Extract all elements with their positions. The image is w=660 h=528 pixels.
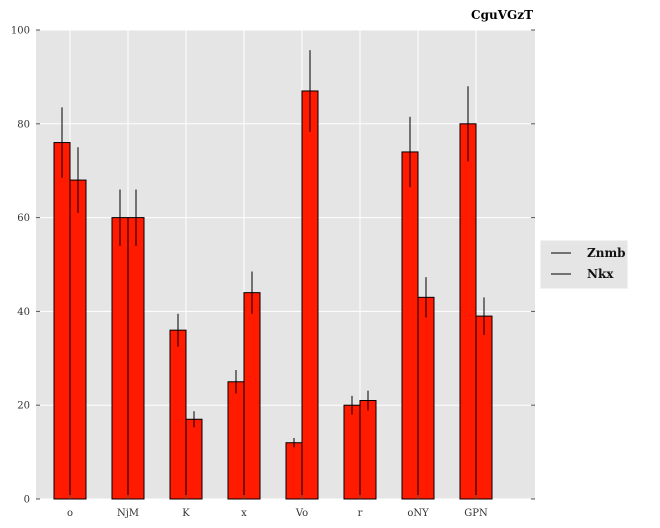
legend-label-nkx: Nkx — [587, 267, 614, 281]
bar-znmb-x — [228, 382, 244, 499]
x-tick-label: x — [241, 508, 247, 519]
y-tick-label: 40 — [17, 307, 30, 318]
bar-znmb-gpn — [460, 124, 476, 499]
bar-nkx-r — [360, 401, 376, 499]
bar-znmb-r — [344, 405, 360, 499]
bar-znmb-o — [54, 143, 70, 499]
bar-nkx-njm — [128, 218, 144, 499]
chart-title: CguVGzT — [471, 8, 533, 22]
y-tick-label: 60 — [17, 213, 30, 224]
bar-znmb-ony — [402, 152, 418, 499]
bar-nkx-o — [70, 180, 86, 499]
bar-znmb-njm — [112, 218, 128, 499]
bar-nkx-k — [186, 419, 202, 499]
bar-nkx-gpn — [476, 316, 492, 499]
legend: Znmb Nkx — [541, 241, 627, 288]
bar-nkx-x — [244, 293, 260, 499]
y-tick-label: 100 — [11, 26, 30, 37]
x-tick-label: K — [182, 508, 190, 519]
x-tick-label: GPN — [464, 508, 488, 519]
bar-nkx-vo — [302, 91, 318, 499]
x-tick-label: r — [358, 508, 363, 519]
bar-nkx-ony — [418, 297, 434, 499]
legend-label-znmb: Znmb — [587, 246, 626, 260]
x-tick-label: o — [67, 508, 73, 519]
x-tick-label: NjM — [117, 508, 139, 519]
bar-znmb-vo — [286, 443, 302, 499]
x-tick-label: Vo — [295, 508, 308, 519]
y-tick-label: 80 — [17, 119, 30, 130]
y-tick-label: 0 — [24, 495, 30, 506]
bar-znmb-k — [170, 330, 186, 499]
y-tick-label: 20 — [17, 401, 30, 412]
x-tick-label: oNY — [407, 508, 429, 519]
